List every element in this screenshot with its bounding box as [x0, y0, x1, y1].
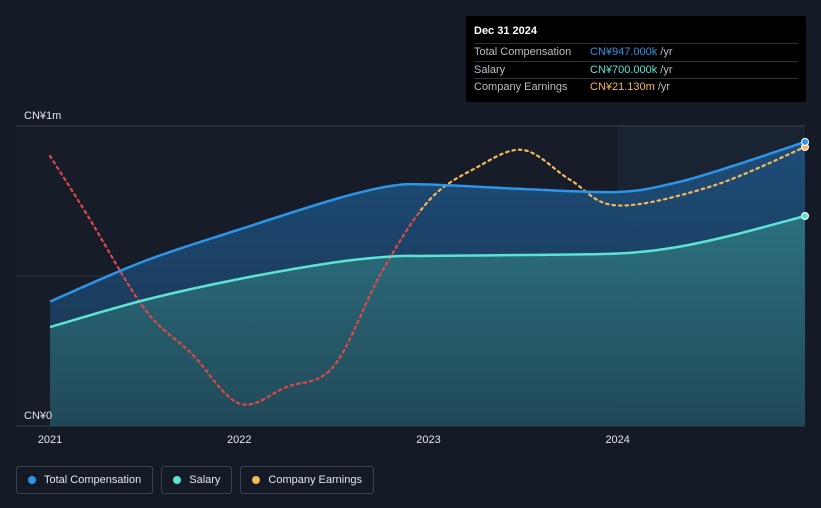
tooltip-value: CN¥700.000k — [590, 63, 658, 76]
legend-label: Salary — [189, 474, 221, 486]
tooltip-row-company-earnings: Company Earnings CN¥21.130m /yr — [474, 78, 798, 96]
salary-line — [49, 214, 806, 329]
total-compensation-end-point — [801, 137, 809, 146]
x-tick-label: 2021 — [38, 434, 62, 446]
legend-label: Total Compensation — [44, 474, 142, 486]
tooltip-row-total-compensation: Total Compensation CN¥947.000k /yr — [474, 43, 798, 61]
legend-item-salary[interactable]: Salary — [161, 466, 233, 494]
tooltip-label: Company Earnings — [474, 81, 568, 94]
tooltip-unit: /yr — [660, 63, 673, 76]
tooltip-unit: /yr — [660, 46, 673, 59]
y-tick-label: CN¥1m — [24, 110, 61, 122]
legend-label: Company Earnings — [268, 474, 362, 486]
x-tick-label: 2024 — [605, 434, 629, 446]
data-tooltip: Dec 31 2024 Total Compensation CN¥947.00… — [466, 16, 806, 102]
tooltip-row-salary: Salary CN¥700.000k /yr — [474, 60, 798, 79]
legend-dot-icon — [28, 476, 36, 484]
tooltip-date: Dec 31 2024 — [474, 25, 537, 37]
total-compensation-line — [49, 140, 806, 303]
tooltip-unit: /yr — [657, 81, 671, 94]
tooltip-label: Salary — [474, 63, 506, 76]
tooltip-label: Total Compensation — [474, 46, 572, 59]
chart-legend: Total Compensation Salary Company Earnin… — [16, 466, 374, 494]
legend-dot-icon — [173, 476, 182, 484]
y-tick-label: CN¥0 — [24, 410, 52, 422]
legend-item-total-compensation[interactable]: Total Compensation — [16, 466, 154, 494]
legend-item-company-earnings[interactable]: Company Earnings — [240, 466, 374, 494]
x-tick-label: 2022 — [227, 434, 251, 446]
legend-dot-icon — [252, 476, 261, 484]
salary-area — [50, 216, 805, 426]
company-earnings-line-segment — [48, 154, 420, 406]
tooltip-value: CN¥21.130m — [590, 81, 655, 94]
tooltip-value: CN¥947.000k — [590, 46, 658, 59]
x-tick-label: 2023 — [416, 434, 440, 446]
salary-end-point — [801, 212, 809, 220]
chart-svg: CN¥1m CN¥0 2021 2022 2023 2024 — [16, 110, 809, 446]
compensation-chart: CN¥1m CN¥0 2021 2022 2023 2024 — [16, 110, 809, 446]
